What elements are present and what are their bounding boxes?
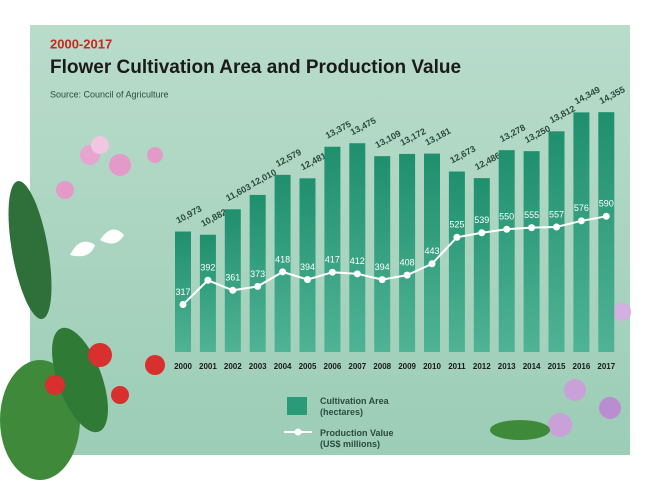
bar bbox=[374, 156, 391, 352]
point bbox=[229, 286, 237, 294]
value-label: 525 bbox=[449, 220, 464, 230]
source: Source: Council of Agriculture bbox=[50, 89, 169, 99]
point bbox=[204, 276, 212, 284]
value-label: 557 bbox=[549, 209, 564, 219]
point bbox=[328, 268, 336, 276]
x-tick-label: 2005 bbox=[299, 362, 317, 371]
x-tick-label: 2013 bbox=[498, 362, 516, 371]
legend-swatch bbox=[287, 397, 307, 415]
point bbox=[254, 282, 262, 290]
value-label: 412 bbox=[350, 256, 365, 266]
value-label: 418 bbox=[275, 254, 290, 264]
value-label: 539 bbox=[474, 215, 489, 225]
value-label: 550 bbox=[499, 212, 514, 222]
point bbox=[279, 268, 287, 276]
bar bbox=[399, 153, 416, 352]
bar bbox=[349, 143, 366, 352]
top-label: 2000-2017 bbox=[50, 36, 112, 51]
value-label: 417 bbox=[325, 255, 340, 265]
value-label: 555 bbox=[524, 210, 539, 220]
bar bbox=[473, 178, 490, 352]
bar bbox=[598, 112, 615, 352]
decoration bbox=[0, 136, 631, 480]
x-tick-label: 2012 bbox=[473, 362, 491, 371]
x-tick-label: 2003 bbox=[249, 362, 267, 371]
point bbox=[179, 301, 187, 309]
bar bbox=[548, 131, 565, 352]
value-label: 408 bbox=[400, 257, 415, 267]
bar bbox=[199, 234, 216, 352]
x-tick-label: 2015 bbox=[548, 362, 566, 371]
x-tick-label: 2009 bbox=[398, 362, 416, 371]
x-tick-label: 2007 bbox=[348, 362, 366, 371]
x-tick-label: 2017 bbox=[597, 362, 615, 371]
x-tick-label: 2006 bbox=[324, 362, 342, 371]
legend-swatch bbox=[294, 428, 302, 436]
value-label: 443 bbox=[424, 246, 439, 256]
bar bbox=[324, 146, 341, 352]
bar bbox=[424, 153, 440, 352]
x-tick-label: 2016 bbox=[573, 362, 591, 371]
value-label: 590 bbox=[599, 199, 614, 209]
point bbox=[378, 276, 386, 284]
line bbox=[182, 215, 607, 306]
x-tick-label: 2001 bbox=[199, 362, 217, 371]
point bbox=[503, 225, 511, 233]
point bbox=[428, 260, 436, 268]
point bbox=[577, 217, 585, 225]
x-tick-label: 2002 bbox=[224, 362, 242, 371]
value-label: 576 bbox=[574, 203, 589, 213]
point bbox=[304, 276, 311, 284]
point bbox=[553, 223, 560, 231]
x-tick-label: 2008 bbox=[373, 362, 391, 371]
point bbox=[453, 233, 461, 241]
chart-title: Flower Cultivation Area and Production V… bbox=[50, 57, 461, 78]
value-label: 361 bbox=[225, 273, 240, 283]
bar bbox=[175, 231, 191, 352]
value-label: 392 bbox=[200, 263, 215, 273]
point bbox=[403, 271, 411, 279]
bar bbox=[249, 194, 266, 352]
x-tick-label: 2000 bbox=[174, 362, 192, 371]
bar bbox=[498, 150, 515, 352]
x-tick-label: 2004 bbox=[274, 362, 292, 371]
bar bbox=[224, 209, 241, 352]
value-label: 394 bbox=[300, 262, 315, 272]
value-label: 373 bbox=[250, 269, 265, 279]
x-tick-label: 2014 bbox=[523, 362, 541, 371]
bar bbox=[274, 174, 291, 352]
x-tick-label: 2010 bbox=[423, 362, 441, 371]
point bbox=[478, 229, 486, 237]
bar bbox=[299, 178, 316, 352]
legend-label: Cultivation Area (hectares) bbox=[320, 396, 389, 417]
point bbox=[353, 270, 361, 278]
bar bbox=[573, 112, 590, 352]
x-tick-label: 2011 bbox=[448, 362, 466, 371]
point bbox=[528, 224, 536, 232]
bar bbox=[448, 171, 465, 352]
point bbox=[602, 212, 610, 220]
bar bbox=[523, 151, 540, 352]
value-label: 394 bbox=[375, 262, 390, 272]
value-label: 317 bbox=[175, 287, 190, 297]
legend-label: Production Value (US$ millions) bbox=[320, 428, 394, 449]
